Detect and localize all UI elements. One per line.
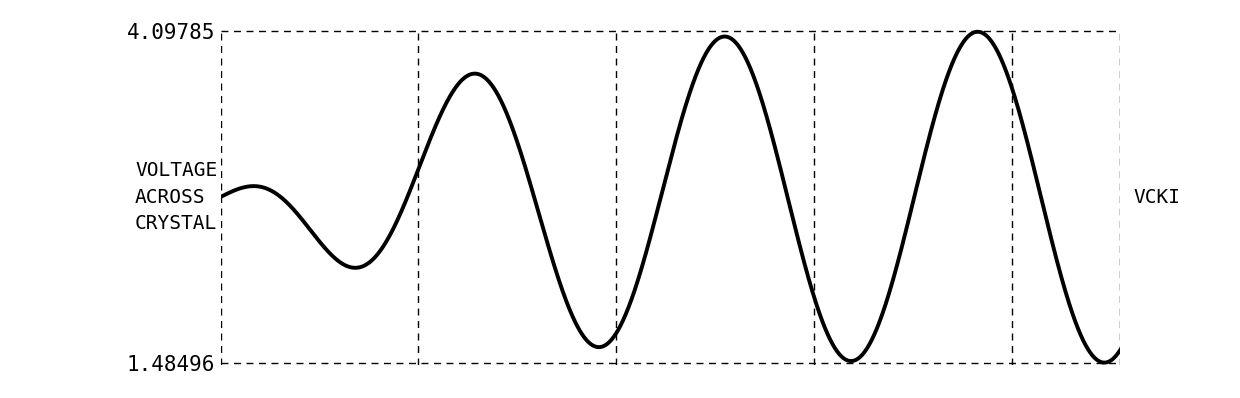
Text: VCKI: VCKI xyxy=(1133,187,1180,207)
Text: VOLTAGE
ACROSS
CRYSTAL: VOLTAGE ACROSS CRYSTAL xyxy=(135,161,217,233)
